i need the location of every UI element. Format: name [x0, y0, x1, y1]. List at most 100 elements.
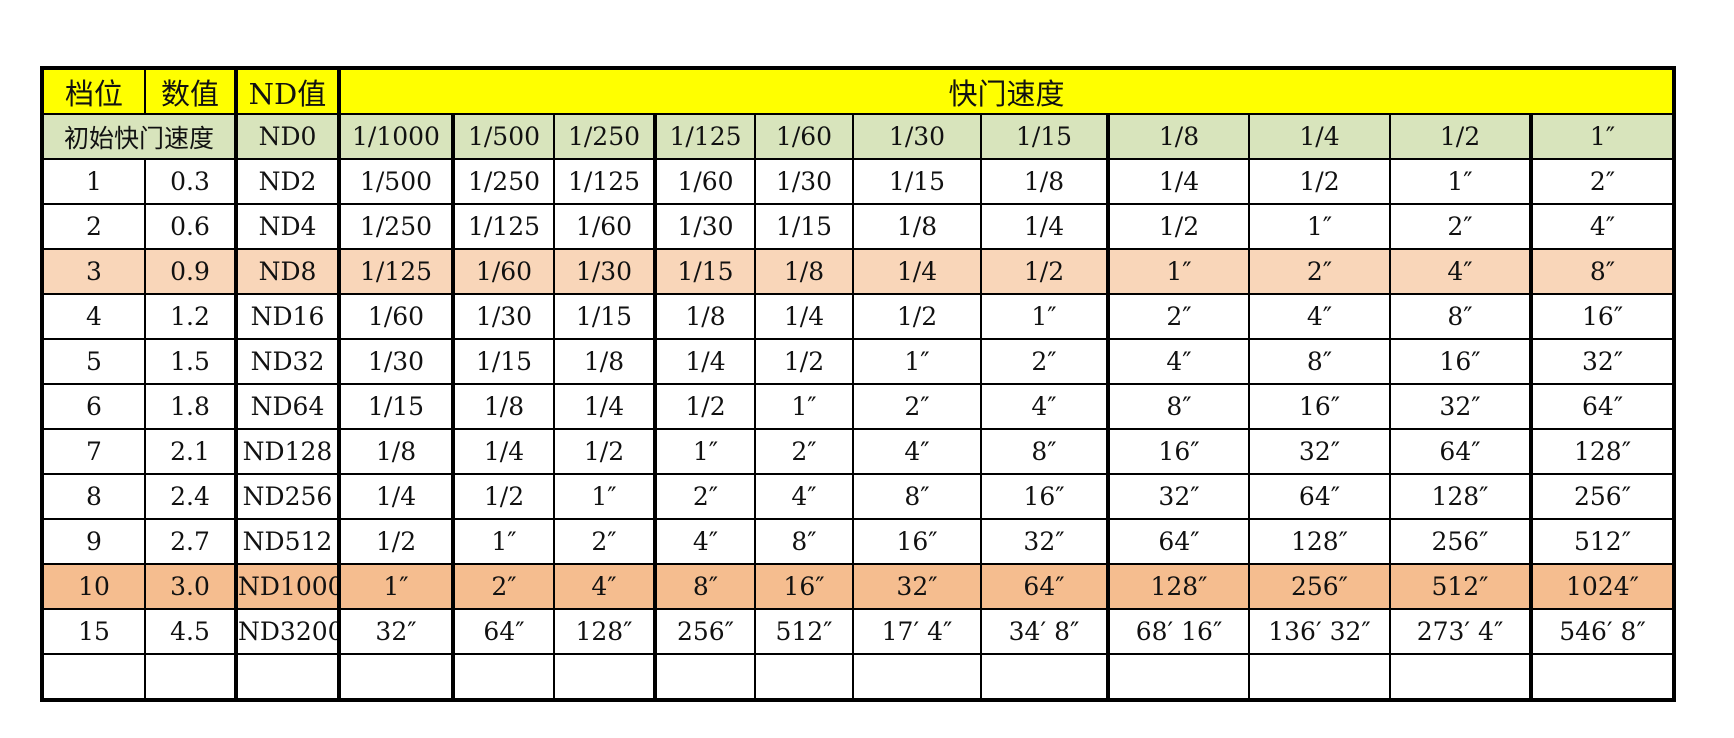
nd-filter-shutter-table: 档位 数值 ND值 快门速度 初始快门速度 ND0 1/1000 1/500 1/2… [40, 66, 1677, 702]
shutter-speed-cell: 1/8 [653, 293, 756, 340]
shutter-speed-cell: 1″ [337, 563, 454, 610]
shutter-speed-cell: 1/2 [980, 248, 1109, 295]
shutter-speed-cell: 4″ [1389, 248, 1532, 295]
shutter-speed-cell: 1/15 [754, 203, 854, 250]
shutter-speed-cell: 1″ [1389, 158, 1532, 205]
shutter-speed-cell: 1/60 [553, 203, 656, 250]
shutter-speed-cell: 128″ [1248, 518, 1391, 565]
shutter-speed-cell: 4″ [852, 428, 982, 475]
shutter-speed-cell [653, 653, 756, 702]
shutter-speed-cell: 1/8 [451, 383, 555, 430]
initial-speed-cell: 1″ [1528, 113, 1677, 160]
shutter-speed-cell: 32″ [1106, 473, 1250, 520]
nd-cell: ND64 [234, 383, 340, 430]
shutter-speed-cell: 32″ [1248, 428, 1391, 475]
shutter-speed-cell [754, 653, 854, 702]
table-row: 8 2.4 ND256 1/4 1/2 1″ 2″ 4″ 8″ 16″ 32″ 64″ 128″ 256″ [40, 473, 1677, 520]
shutter-speed-cell: 8″ [852, 473, 982, 520]
shutter-speed-cell: 1/2 [1106, 203, 1250, 250]
shutter-speed-cell: 1″ [653, 428, 756, 475]
table-row: 7 2.1 ND128 1/8 1/4 1/2 1″ 2″ 4″ 8″ 16″ 32″ 64″ 128″ [40, 428, 1677, 475]
shutter-speed-cell: 2″ [1106, 293, 1250, 340]
shutter-speed-cell: 256″ [653, 608, 756, 655]
value-cell: 1.8 [144, 383, 237, 430]
shutter-speed-cell: 4″ [553, 563, 656, 610]
initial-speed-cell: 1/125 [653, 113, 756, 160]
value-cell: 4.5 [144, 608, 237, 655]
shutter-speed-cell: 1/4 [1106, 158, 1250, 205]
shutter-speed-cell: 4″ [1106, 338, 1250, 385]
shutter-speed-cell: 273′ 4″ [1389, 608, 1532, 655]
value-cell: 2.4 [144, 473, 237, 520]
shutter-speed-cell: 1/250 [451, 158, 555, 205]
shutter-speed-cell: 8″ [1248, 338, 1391, 385]
shutter-speed-cell: 2″ [1528, 158, 1677, 205]
value-cell [144, 653, 237, 702]
shutter-speed-cell: 1/8 [754, 248, 854, 295]
shutter-speed-cell: 8″ [1106, 383, 1250, 430]
shutter-speed-cell: 1/8 [980, 158, 1109, 205]
shutter-speed-cell: 1/8 [337, 428, 454, 475]
shutter-speed-cell: 1/2 [337, 518, 454, 565]
table-row: 3 0.9 ND8 1/125 1/60 1/30 1/15 1/8 1/4 1/2 1″ 2″ 4″ 8… [40, 248, 1677, 295]
shutter-speed-cell: 16″ [1248, 383, 1391, 430]
nd-cell: ND8 [234, 248, 340, 295]
table-row: 10 3.0 ND1000 1″ 2″ 4″ 8″ 16″ 32″ 64″ 128″ 256″ 512″… [40, 563, 1677, 610]
shutter-speed-cell: 1″ [852, 338, 982, 385]
nd-cell: ND512 [234, 518, 340, 565]
shutter-speed-cell: 128″ [1528, 428, 1677, 475]
nd-cell: ND1000 [234, 563, 340, 610]
initial-speed-cell: 1/2 [1389, 113, 1532, 160]
shutter-speed-cell: 64″ [1528, 383, 1677, 430]
shutter-speed-cell: 64″ [1106, 518, 1250, 565]
shutter-speed-cell [1106, 653, 1250, 702]
gear-cell: 15 [40, 608, 146, 655]
shutter-speed-cell: 64″ [451, 608, 555, 655]
shutter-speed-cell: 8″ [754, 518, 854, 565]
initial-speed-cell: 1/500 [451, 113, 555, 160]
shutter-speed-cell: 1/2 [653, 383, 756, 430]
shutter-speed-cell: 256″ [1248, 563, 1391, 610]
gear-cell: 6 [40, 383, 146, 430]
shutter-speed-cell: 64″ [1389, 428, 1532, 475]
shutter-speed-cell: 2″ [1389, 203, 1532, 250]
header-row: 档位 数值 ND值 快门速度 [40, 66, 1677, 115]
shutter-speed-cell [1248, 653, 1391, 702]
shutter-speed-cell: 512″ [1389, 563, 1532, 610]
shutter-speed-cell: 8″ [653, 563, 756, 610]
shutter-speed-cell: 1/15 [451, 338, 555, 385]
table-row: 4 1.2 ND16 1/60 1/30 1/15 1/8 1/4 1/2 1″ 2″ 4″ 8″ 16″ [40, 293, 1677, 340]
value-cell: 0.3 [144, 158, 237, 205]
shutter-speed-cell: 17′ 4″ [852, 608, 982, 655]
gear-cell [40, 653, 146, 702]
shutter-speed-cell: 4″ [1528, 203, 1677, 250]
value-cell: 0.6 [144, 203, 237, 250]
shutter-speed-cell: 1″ [1106, 248, 1250, 295]
shutter-speed-cell: 16″ [852, 518, 982, 565]
shutter-speed-cell: 546′ 8″ [1528, 608, 1677, 655]
initial-speed-cell: 1/8 [1106, 113, 1250, 160]
shutter-speed-cell: 1/30 [553, 248, 656, 295]
shutter-speed-cell: 1024″ [1528, 563, 1677, 610]
shutter-speed-cell: 1/60 [337, 293, 454, 340]
nd-cell: ND16 [234, 293, 340, 340]
shutter-speed-cell [553, 653, 656, 702]
shutter-speed-cell [1528, 653, 1677, 702]
shutter-speed-cell: 1/30 [653, 203, 756, 250]
shutter-speed-cell: 1/4 [980, 203, 1109, 250]
table-row: 5 1.5 ND32 1/30 1/15 1/8 1/4 1/2 1″ 2″ 4″ 8″ 16″ 32″ [40, 338, 1677, 385]
nd-cell [234, 653, 340, 702]
shutter-speed-cell: 512″ [1528, 518, 1677, 565]
shutter-speed-cell: 4″ [1248, 293, 1391, 340]
shutter-speed-cell: 1/125 [553, 158, 656, 205]
shutter-speed-cell: 32″ [1528, 338, 1677, 385]
gear-cell: 2 [40, 203, 146, 250]
shutter-speed-cell: 1/2 [754, 338, 854, 385]
header-nd: ND值 [234, 66, 340, 115]
shutter-speed-cell: 1″ [980, 293, 1109, 340]
shutter-speed-cell: 1″ [451, 518, 555, 565]
shutter-speed-cell [451, 653, 555, 702]
shutter-speed-cell: 512″ [754, 608, 854, 655]
shutter-speed-cell: 1/15 [852, 158, 982, 205]
shutter-speed-cell [980, 653, 1109, 702]
